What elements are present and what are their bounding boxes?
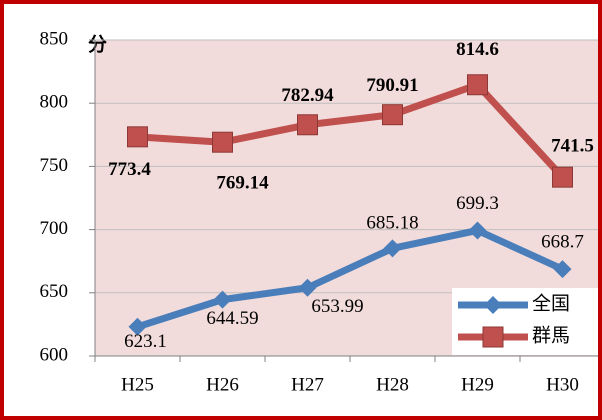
data-label: 653.99 [311, 296, 363, 317]
data-label: 668.7 [541, 232, 584, 253]
data-label: 644.59 [206, 308, 258, 329]
point-marker [128, 317, 147, 336]
y-tick-label: 600 [40, 344, 69, 365]
legend-label: 全国 [532, 292, 570, 314]
point-marker [383, 239, 402, 258]
data-label: 623.1 [124, 331, 167, 352]
x-tick-label: H27 [291, 374, 324, 395]
point-marker [484, 296, 502, 314]
point-marker [212, 131, 233, 153]
point-marker [298, 278, 317, 297]
y-tick-label: 850 [40, 28, 69, 49]
point-marker [127, 126, 148, 148]
x-tick-label: H26 [206, 374, 239, 395]
y-tick-label: 650 [40, 281, 69, 302]
x-tick-label: H29 [461, 374, 494, 395]
series-line [137, 81, 566, 180]
point-marker [297, 114, 318, 136]
x-tick-label: H28 [376, 374, 409, 395]
point-marker [482, 326, 504, 348]
data-label: 782.94 [281, 85, 334, 106]
x-tick-label: H30 [546, 374, 579, 395]
y-tick-label: 700 [40, 218, 69, 239]
legend-box [452, 288, 602, 355]
point-marker [468, 221, 487, 240]
data-label: 741.5 [551, 136, 594, 157]
data-label: 790.91 [366, 75, 418, 96]
point-marker [553, 260, 572, 279]
series-line [136, 226, 564, 331]
y-tick-label: 800 [40, 92, 69, 113]
data-label: 814.6 [456, 39, 499, 60]
data-label: 699.3 [456, 193, 499, 214]
x-tick-label: H25 [121, 374, 154, 395]
point-marker [552, 166, 573, 188]
point-marker [382, 104, 403, 126]
legend-label: 群馬 [532, 324, 570, 346]
point-marker [467, 74, 488, 96]
data-label: 685.18 [366, 213, 418, 234]
y-unit-label: 分 [88, 33, 107, 55]
point-marker [213, 290, 232, 309]
data-label: 769.14 [216, 173, 269, 194]
data-label: 773.4 [108, 159, 151, 180]
y-tick-label: 750 [40, 155, 69, 176]
